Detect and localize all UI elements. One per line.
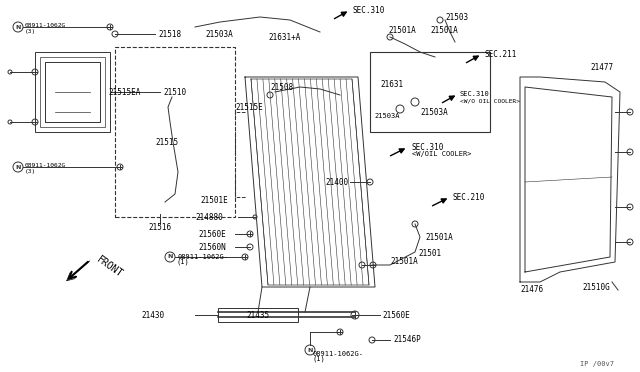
Text: N: N xyxy=(307,347,313,353)
Text: 21501A: 21501A xyxy=(388,26,416,35)
Text: 21400: 21400 xyxy=(325,177,348,186)
Text: 21503A: 21503A xyxy=(420,108,448,116)
Text: 21503A: 21503A xyxy=(374,113,399,119)
Text: 21510G: 21510G xyxy=(582,282,610,292)
Text: 21516: 21516 xyxy=(148,222,171,231)
Text: 08911-1062G-: 08911-1062G- xyxy=(313,351,364,357)
Text: 21515: 21515 xyxy=(155,138,178,147)
Text: FRONT: FRONT xyxy=(95,254,125,279)
Text: 21503: 21503 xyxy=(445,13,468,22)
Text: 21501: 21501 xyxy=(418,250,441,259)
Text: 21560E: 21560E xyxy=(198,230,226,238)
Text: 21501E: 21501E xyxy=(200,196,228,205)
Text: N: N xyxy=(15,25,20,29)
Text: (1): (1) xyxy=(313,356,326,362)
Text: IP /00v7: IP /00v7 xyxy=(580,361,614,367)
Text: SEC.310: SEC.310 xyxy=(353,6,385,15)
Text: 08911-1062G: 08911-1062G xyxy=(25,163,67,167)
Text: 21501A: 21501A xyxy=(425,232,452,241)
Bar xyxy=(218,308,298,322)
Text: N: N xyxy=(167,254,173,260)
Text: SEC.310: SEC.310 xyxy=(460,91,490,97)
Text: <W/OIL COOLER>: <W/OIL COOLER> xyxy=(412,151,472,157)
Text: N: N xyxy=(15,164,20,170)
Text: 21508: 21508 xyxy=(270,83,293,92)
Text: 21560E: 21560E xyxy=(382,311,410,320)
Bar xyxy=(35,52,110,132)
Text: 214880: 214880 xyxy=(195,212,223,221)
Text: SEC.211: SEC.211 xyxy=(485,49,517,58)
Text: <W/O OIL COOLER>: <W/O OIL COOLER> xyxy=(460,99,520,103)
Text: 21476: 21476 xyxy=(520,285,543,294)
Text: 21503A: 21503A xyxy=(205,29,233,38)
Text: 21631: 21631 xyxy=(380,80,403,89)
Text: 08911-1062G-: 08911-1062G- xyxy=(177,254,228,260)
Text: SEC.210: SEC.210 xyxy=(453,192,485,202)
Bar xyxy=(40,57,105,127)
Text: 21501A: 21501A xyxy=(390,257,418,266)
Text: 21518: 21518 xyxy=(158,29,181,38)
Text: (3): (3) xyxy=(25,29,36,33)
Bar xyxy=(115,47,235,217)
Text: 21631+A: 21631+A xyxy=(268,32,300,42)
Text: 21501A: 21501A xyxy=(430,26,458,35)
Text: 21435: 21435 xyxy=(246,311,269,320)
Text: 21515EA: 21515EA xyxy=(108,87,140,96)
Text: (1): (1) xyxy=(177,259,189,265)
Text: 21515E: 21515E xyxy=(235,103,263,112)
Text: 21560N: 21560N xyxy=(198,243,226,251)
Text: 21477: 21477 xyxy=(590,62,613,71)
Text: 21546P: 21546P xyxy=(393,336,420,344)
Text: 21430: 21430 xyxy=(142,311,165,320)
Text: 08911-1062G: 08911-1062G xyxy=(25,22,67,28)
Text: (3): (3) xyxy=(25,169,36,173)
Bar xyxy=(370,52,490,132)
Text: 21510: 21510 xyxy=(163,87,186,96)
Text: SEC.310: SEC.310 xyxy=(412,142,444,151)
